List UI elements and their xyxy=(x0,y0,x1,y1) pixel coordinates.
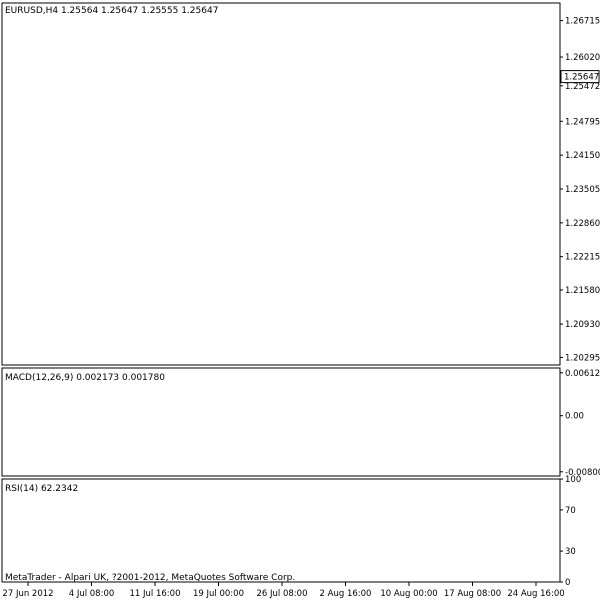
price-ytick-label: 1.22215 xyxy=(565,253,600,263)
price-header: EURUSD,H4 1.25564 1.25647 1.25555 1.2564… xyxy=(5,6,218,16)
macd-ytick-label: 0.00612 xyxy=(565,369,600,379)
price-ytick-label: 1.22860 xyxy=(565,219,600,229)
price-ytick-label: 1.21580 xyxy=(565,286,600,296)
xtick-label: 24 Aug 16:00 xyxy=(507,589,564,599)
xtick-label: 4 Jul 08:00 xyxy=(69,589,115,599)
rsi-ytick-label: 0 xyxy=(565,578,570,588)
price-ytick-label: 1.26715 xyxy=(565,17,600,27)
price-ytick-label: 1.20930 xyxy=(565,320,600,330)
rsi-ytick-label: 30 xyxy=(565,547,576,557)
xtick-label: 11 Jul 16:00 xyxy=(130,589,181,599)
price-ytick-label: 1.24795 xyxy=(565,117,600,127)
xtick-label: 17 Aug 08:00 xyxy=(444,589,501,599)
price-ytick-label: 1.23505 xyxy=(565,185,600,195)
current-price-box xyxy=(560,70,600,84)
price-ytick-label: 1.24150 xyxy=(565,151,600,161)
xtick-label: 10 Aug 00:00 xyxy=(380,589,437,599)
macd-header: MACD(12,26,9) 0.002173 0.001780 xyxy=(5,373,165,383)
macd-frame xyxy=(1,367,561,477)
price-ytick-label: 1.26020 xyxy=(565,53,600,63)
xtick-label: 27 Jun 2012 xyxy=(2,589,53,599)
macd-ytick-label: -0.00800 xyxy=(565,468,600,478)
macd-ytick-label: 0.00 xyxy=(565,412,584,422)
price-ytick-label: 1.20295 xyxy=(565,353,600,363)
rsi-ytick-label: 70 xyxy=(565,506,576,516)
current-price-label: 1.25647 xyxy=(564,73,599,83)
rsi-ytick-label: 100 xyxy=(565,475,581,485)
rsi-frame xyxy=(1,478,561,583)
price-ytick-label: 1.25472 xyxy=(565,82,600,92)
footer-text: MetaTrader - Alpari UK, ?2001-2012, Meta… xyxy=(5,573,295,583)
rsi-header: RSI(14) 62.2342 xyxy=(5,484,78,494)
xtick-label: 26 Jul 08:00 xyxy=(257,589,308,599)
xtick-label: 2 Aug 16:00 xyxy=(320,589,372,599)
price-frame xyxy=(1,2,561,366)
xtick-label: 19 Jul 00:00 xyxy=(193,589,244,599)
